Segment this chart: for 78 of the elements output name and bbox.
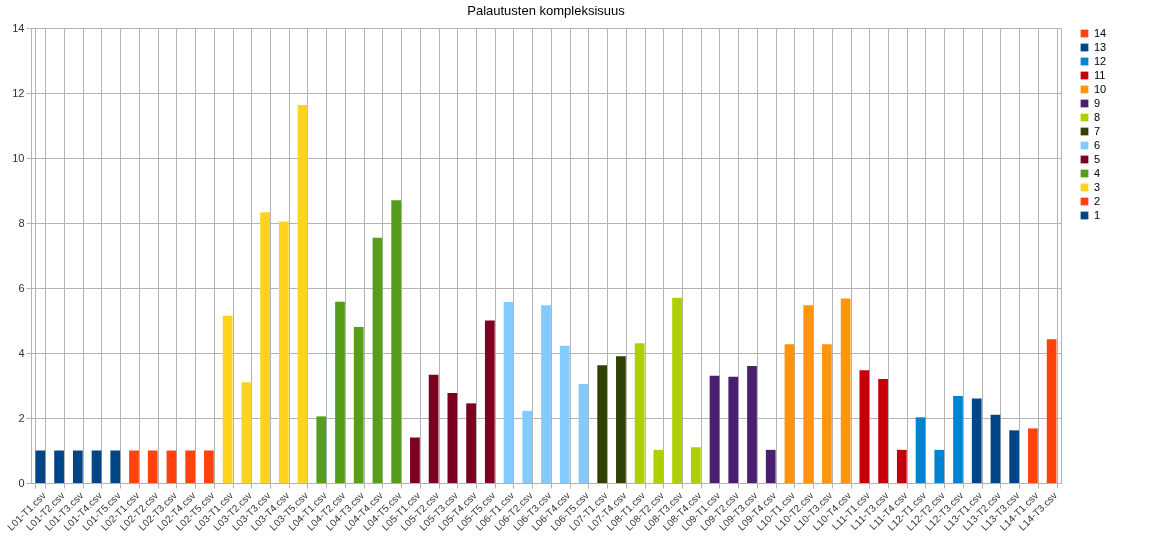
bar xyxy=(747,366,757,483)
legend-label: 13 xyxy=(1094,40,1107,53)
bar xyxy=(484,320,495,483)
bar xyxy=(166,450,177,483)
bar xyxy=(353,327,364,483)
y-tick-label: 12 xyxy=(12,86,25,99)
legend-label: 9 xyxy=(1094,96,1101,109)
legend-label: 6 xyxy=(1094,138,1101,151)
bar xyxy=(185,450,196,483)
bar xyxy=(803,305,814,483)
bar xyxy=(859,370,870,483)
bar xyxy=(616,356,626,483)
bar xyxy=(896,449,907,483)
bar xyxy=(147,450,158,483)
y-tick-label: 6 xyxy=(18,281,25,294)
legend-label: 2 xyxy=(1094,194,1101,207)
bar xyxy=(653,449,664,483)
bar xyxy=(260,212,270,483)
bar xyxy=(372,237,383,483)
bar xyxy=(934,449,945,483)
bar xyxy=(634,343,645,483)
bar xyxy=(690,447,701,483)
y-tick-label: 10 xyxy=(12,151,25,164)
y-tick-label: 0 xyxy=(18,476,25,489)
legend-label: 5 xyxy=(1094,152,1101,165)
bar xyxy=(915,417,926,483)
legend-label: 12 xyxy=(1094,54,1107,67)
bar xyxy=(559,345,570,483)
bar xyxy=(241,382,252,483)
bar xyxy=(54,450,64,483)
bar xyxy=(222,315,233,483)
bar xyxy=(278,221,289,483)
bar xyxy=(447,392,458,483)
legend-label: 11 xyxy=(1094,68,1106,81)
bar xyxy=(578,383,589,483)
legend-label: 10 xyxy=(1094,82,1107,95)
bar xyxy=(971,398,982,483)
bar xyxy=(728,376,739,483)
bar xyxy=(110,450,121,483)
legend-label: 1 xyxy=(1094,208,1101,221)
bar xyxy=(597,365,608,483)
bar xyxy=(709,375,720,483)
bar xyxy=(953,395,963,483)
y-tick-label: 14 xyxy=(12,21,25,34)
bar xyxy=(428,374,439,483)
bar xyxy=(297,105,308,483)
legend-label: 8 xyxy=(1094,110,1101,123)
bar xyxy=(410,437,420,483)
legend-label: 14 xyxy=(1094,26,1107,39)
bar xyxy=(990,414,1001,483)
bar xyxy=(129,450,139,483)
bar xyxy=(522,410,533,483)
bar xyxy=(204,450,214,483)
bar xyxy=(391,200,402,483)
bar xyxy=(1009,430,1020,483)
y-tick-label: 2 xyxy=(18,411,25,424)
chart-title: Palautusten kompleksisuus xyxy=(467,3,626,18)
y-tick-label: 4 xyxy=(18,346,25,359)
legend-label: 7 xyxy=(1094,124,1101,137)
bar xyxy=(541,305,551,483)
legend-label: 3 xyxy=(1094,180,1101,193)
bar xyxy=(765,449,776,483)
bar xyxy=(878,379,888,483)
bar xyxy=(466,403,476,483)
bar xyxy=(1046,339,1057,483)
legend-label: 4 xyxy=(1094,166,1101,179)
bar xyxy=(784,344,795,483)
bar xyxy=(35,450,46,483)
bar xyxy=(91,450,102,483)
bar xyxy=(72,450,83,483)
bar xyxy=(672,297,682,483)
bar xyxy=(503,301,514,483)
y-tick-label: 8 xyxy=(18,216,25,229)
bar xyxy=(1028,428,1038,483)
bar xyxy=(840,298,851,483)
bar xyxy=(822,344,832,483)
bar xyxy=(335,301,345,483)
bar xyxy=(316,416,327,483)
